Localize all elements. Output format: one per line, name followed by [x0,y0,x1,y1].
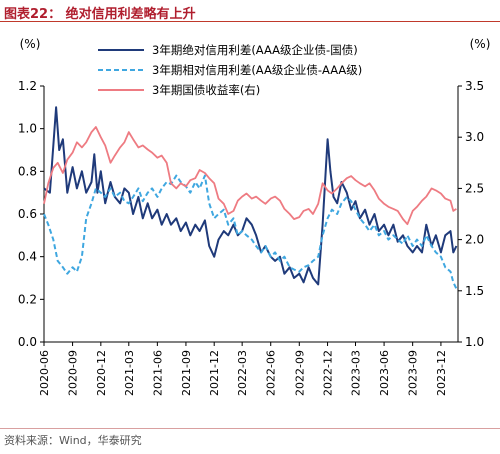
x-tick-label: 2021-09 [180,350,193,396]
x-tick-label: 2022-12 [322,350,335,396]
x-tick-label: 2022-03 [236,350,249,396]
x-tick-label: 2023-09 [407,350,420,396]
left-tick-label: 1.2 [18,79,37,93]
legend: 3年期绝对信用利差(AAA级企业债-国债) 3年期相对信用利差(AA级企业债-AA… [98,43,362,97]
series-line-3 [43,126,457,226]
axes: (%) (%) 0.0 0.2 0.4 0.6 0.8 1.0 1.2 1.0 1.5 2.0 2.5 3… [18,37,490,396]
series-lines [43,106,458,290]
x-tick-label: 2021-06 [151,350,164,396]
legend-label-3: 3年期国债收益率(右) [152,83,260,97]
x-tick-label: 2021-03 [123,350,136,396]
left-tick-label: 0.8 [18,164,37,178]
title-divider [0,21,500,22]
left-axis-unit: (%) [20,37,41,51]
right-axis-unit: (%) [470,37,491,51]
x-tick-label: 2023-12 [435,350,448,396]
x-tick-label: 2020-12 [95,350,108,396]
line-chart: (%) (%) 0.0 0.2 0.4 0.6 0.8 1.0 1.2 1.0 1.5 2.0 2.5 3… [18,37,490,396]
legend-label-1: 3年期绝对信用利差(AAA级企业债-国债) [152,43,358,57]
left-tick-label: 1.0 [18,122,37,136]
footer-divider [0,428,500,429]
legend-label-2: 3年期相对信用利差(AA级企业债-AAA级) [152,63,362,77]
left-tick-label: 0.2 [18,292,37,306]
right-tick-label: 3.0 [465,130,484,144]
left-tick-label: 0.0 [18,335,37,349]
x-tick-label: 2023-06 [378,350,391,396]
source-note: 资料来源：Wind，华泰研究 [4,434,142,447]
series-line-1 [43,106,458,286]
left-tick-label: 0.4 [18,250,37,264]
figure-title: 图表22： 绝对信用利差略有上升 [4,7,196,22]
series-line-2 [43,174,458,290]
left-tick-label: 0.6 [18,207,37,221]
x-tick-label: 2020-06 [38,350,51,396]
right-tick-label: 2.0 [465,233,484,247]
x-tick-label: 2021-12 [208,350,221,396]
x-tick-label: 2022-09 [293,350,306,396]
right-tick-label: 3.5 [465,79,484,93]
x-tick-label: 2023-03 [350,350,363,396]
x-tick-label: 2022-06 [265,350,278,396]
right-tick-label: 2.5 [465,181,484,195]
right-tick-label: 1.5 [465,284,484,298]
right-tick-label: 1.0 [465,335,484,349]
x-tick-label: 2020-09 [67,350,80,396]
